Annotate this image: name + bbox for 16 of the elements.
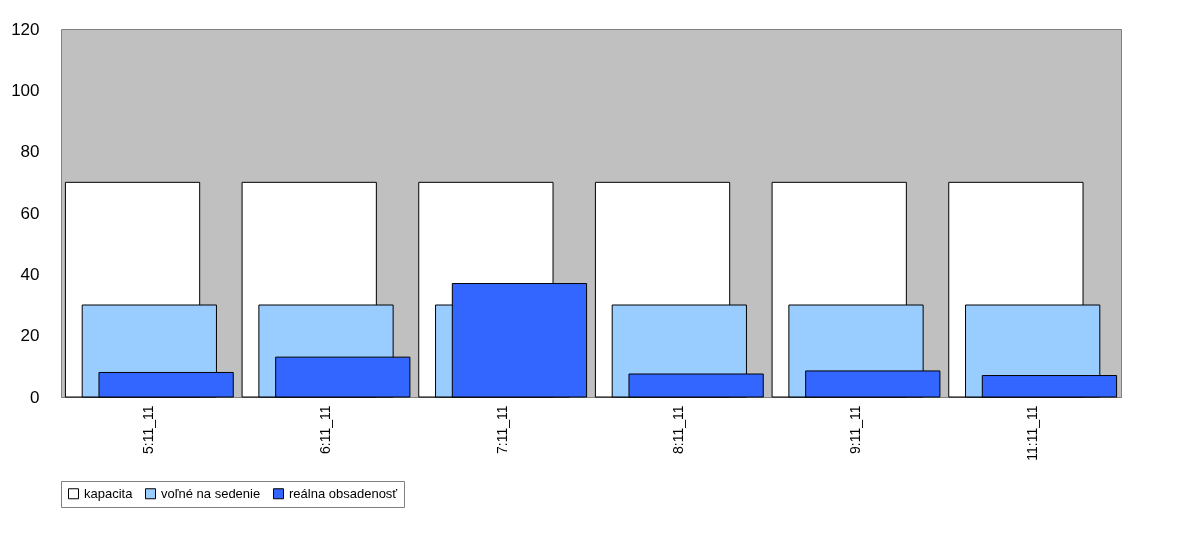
legend-label: voľné na sedenie <box>161 485 261 501</box>
x-tick-label: 11:11_11 <box>1023 405 1040 461</box>
y-tick-label: 100 <box>11 80 40 100</box>
x-tick-label: 8:11_11 <box>670 405 687 455</box>
y-tick-label: 40 <box>20 264 40 284</box>
x-tick-label: 9:11_11 <box>847 405 863 455</box>
legend-label: reálna obsadenosť <box>289 485 398 501</box>
y-tick-label: 60 <box>20 203 40 223</box>
legend-label: kapacita <box>84 485 134 501</box>
x-tick-label: 5:11_11 <box>140 405 157 455</box>
x-tick-label: 7:11_11 <box>493 405 510 455</box>
y-tick-label: 0 <box>30 387 40 407</box>
y-tick-label: 80 <box>20 142 40 162</box>
x-tick-label: 6:11_11 <box>317 405 333 455</box>
y-tick-label: 120 <box>11 19 40 39</box>
y-tick-label: 20 <box>20 326 40 346</box>
